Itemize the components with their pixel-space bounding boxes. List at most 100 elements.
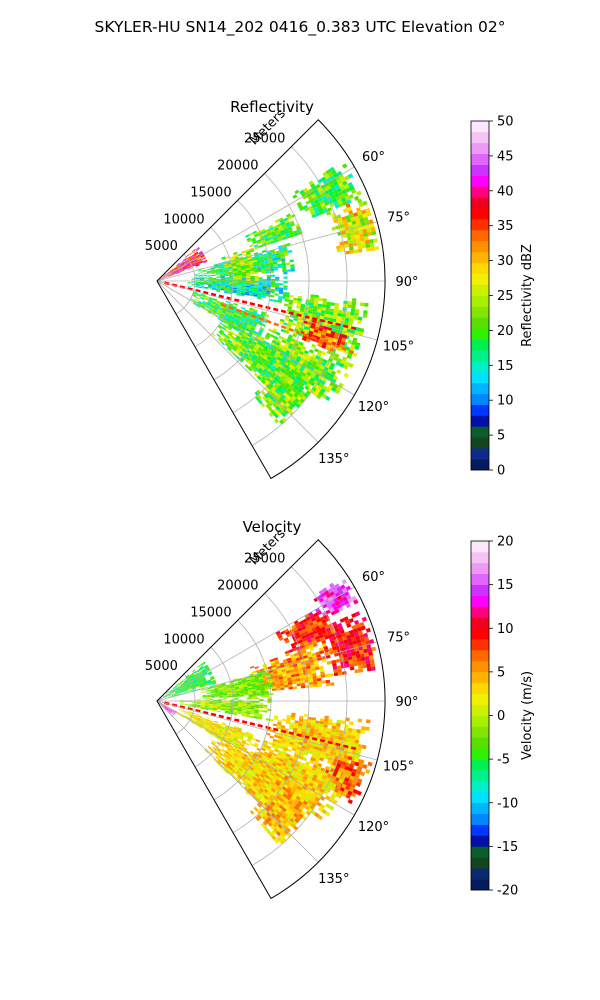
velocity-echo-gate	[237, 728, 242, 732]
reflectivity-echo-gate	[346, 206, 352, 212]
velocity-echo-gate	[259, 699, 264, 701]
reflectivity-echo-gate	[350, 188, 357, 194]
velocity-echo-gate	[281, 739, 286, 743]
reflectivity-echo-gate	[194, 275, 199, 277]
reflectivity-echo-gate	[325, 332, 331, 337]
velocity-echo-gate	[229, 702, 235, 704]
velocity-echo-gate	[215, 728, 220, 732]
reflectivity-echo-gate	[249, 351, 255, 357]
velocity-echo-gate	[298, 764, 304, 769]
velocity-echo-gate	[312, 642, 318, 648]
reflectivity-echo-gate	[295, 310, 300, 314]
reflectivity-echo-gate	[208, 281, 213, 283]
reflectivity-echo-gate	[286, 339, 291, 343]
velocity-echo-gate	[240, 694, 245, 697]
reflectivity-echo-gate	[250, 363, 256, 369]
velocity-echo-gate	[209, 699, 214, 701]
velocity-echo-gate	[215, 749, 220, 753]
reflectivity-echo-gate	[217, 317, 222, 322]
velocity-azimuth-spoke	[156, 700, 355, 816]
velocity-echo-gate	[311, 670, 316, 674]
velocity-echo-gate	[233, 679, 238, 682]
reflectivity-echo-gate	[233, 271, 238, 273]
velocity-echo-gate	[318, 589, 324, 595]
reflectivity-echo-gate	[190, 254, 195, 258]
velocity-echo-gate	[201, 717, 206, 720]
velocity-echo-gate	[289, 817, 295, 823]
velocity-echo-gate	[351, 780, 358, 786]
velocity-echo-gate	[340, 643, 346, 649]
velocity-echo-gate	[292, 681, 297, 685]
velocity-echo-gate	[248, 692, 253, 695]
velocity-echo-gate	[325, 752, 330, 757]
velocity-echo-gate	[279, 821, 285, 827]
velocity-echo-gate	[350, 772, 356, 777]
velocity-echo-gate	[181, 685, 186, 688]
velocity-echo-gate	[229, 727, 234, 731]
reflectivity-echo-gate	[313, 188, 319, 194]
reflectivity-echo-gate	[214, 266, 219, 269]
reflectivity-echo-gate	[275, 331, 281, 336]
velocity-echo-gate	[354, 739, 360, 744]
reflectivity-echo-gate	[167, 273, 172, 276]
reflectivity-echo-gate	[233, 286, 238, 288]
velocity-echo-gate	[246, 679, 251, 682]
reflectivity-echo-gate	[263, 353, 269, 359]
velocity-echo-gate	[296, 778, 302, 784]
velocity-colorbar-swatch	[471, 671, 489, 684]
reflectivity-echo-gate	[268, 383, 274, 388]
reflectivity-echo-gate	[338, 182, 344, 188]
reflectivity-echo-gate	[280, 254, 285, 257]
velocity-echo-gate	[270, 756, 276, 761]
reflectivity-echo-gate	[314, 297, 319, 301]
reflectivity-echo-gate	[291, 347, 297, 352]
velocity-echo-gate	[175, 692, 180, 695]
reflectivity-echo-gate	[321, 307, 326, 311]
reflectivity-echo-region	[326, 198, 379, 255]
reflectivity-echo-gate	[334, 184, 341, 190]
velocity-echo-gate	[342, 768, 348, 774]
velocity-echo-gate	[163, 696, 168, 698]
velocity-echo-gate	[223, 697, 228, 699]
velocity-echo-gate	[204, 707, 209, 710]
velocity-echo-gate	[267, 728, 272, 732]
velocity-echo-gate	[358, 762, 364, 768]
reflectivity-echo-gate	[223, 324, 228, 329]
velocity-echo-gate	[333, 624, 339, 630]
velocity-echo-gate	[233, 709, 238, 711]
velocity-echo-gate	[240, 731, 246, 735]
velocity-echo-gate	[309, 634, 315, 639]
velocity-echo-gate	[245, 713, 250, 716]
reflectivity-echo-gate	[320, 388, 326, 394]
velocity-echo-gate	[269, 766, 275, 771]
velocity-echo-gate	[204, 666, 209, 670]
velocity-range-ring	[251, 566, 348, 866]
velocity-echo-gate	[250, 710, 255, 713]
reflectivity-echo-gate	[237, 340, 243, 345]
reflectivity-echo-gate	[248, 310, 253, 314]
reflectivity-echo-gate	[240, 306, 246, 310]
reflectivity-echo-gate	[265, 358, 271, 363]
reflectivity-echo-gate	[287, 308, 292, 312]
reflectivity-echo-gate	[280, 221, 286, 226]
reflectivity-echo-gate	[259, 338, 264, 342]
reflectivity-echo-gate	[296, 346, 302, 351]
velocity-echo-gate	[305, 761, 310, 766]
reflectivity-echo-gate	[257, 270, 262, 273]
velocity-echo-gate	[170, 713, 174, 717]
reflectivity-echo-gate	[280, 406, 286, 412]
velocity-echo-gate	[218, 689, 223, 692]
reflectivity-echo-gate	[317, 178, 323, 184]
reflectivity-echo-gate	[235, 319, 240, 323]
reflectivity-echo-gate	[285, 232, 290, 237]
reflectivity-echo-gate	[269, 360, 274, 365]
velocity-echo-gate	[298, 741, 303, 746]
velocity-echo-gate	[279, 766, 285, 771]
reflectivity-echo-gate	[276, 223, 282, 228]
velocity-echo-gate	[271, 779, 277, 784]
velocity-echo-gate	[338, 736, 343, 741]
reflectivity-echo-gate	[324, 363, 331, 369]
reflectivity-echo-gate	[324, 310, 330, 315]
reflectivity-echo-gate	[198, 300, 203, 304]
velocity-echo-gate	[342, 635, 348, 641]
